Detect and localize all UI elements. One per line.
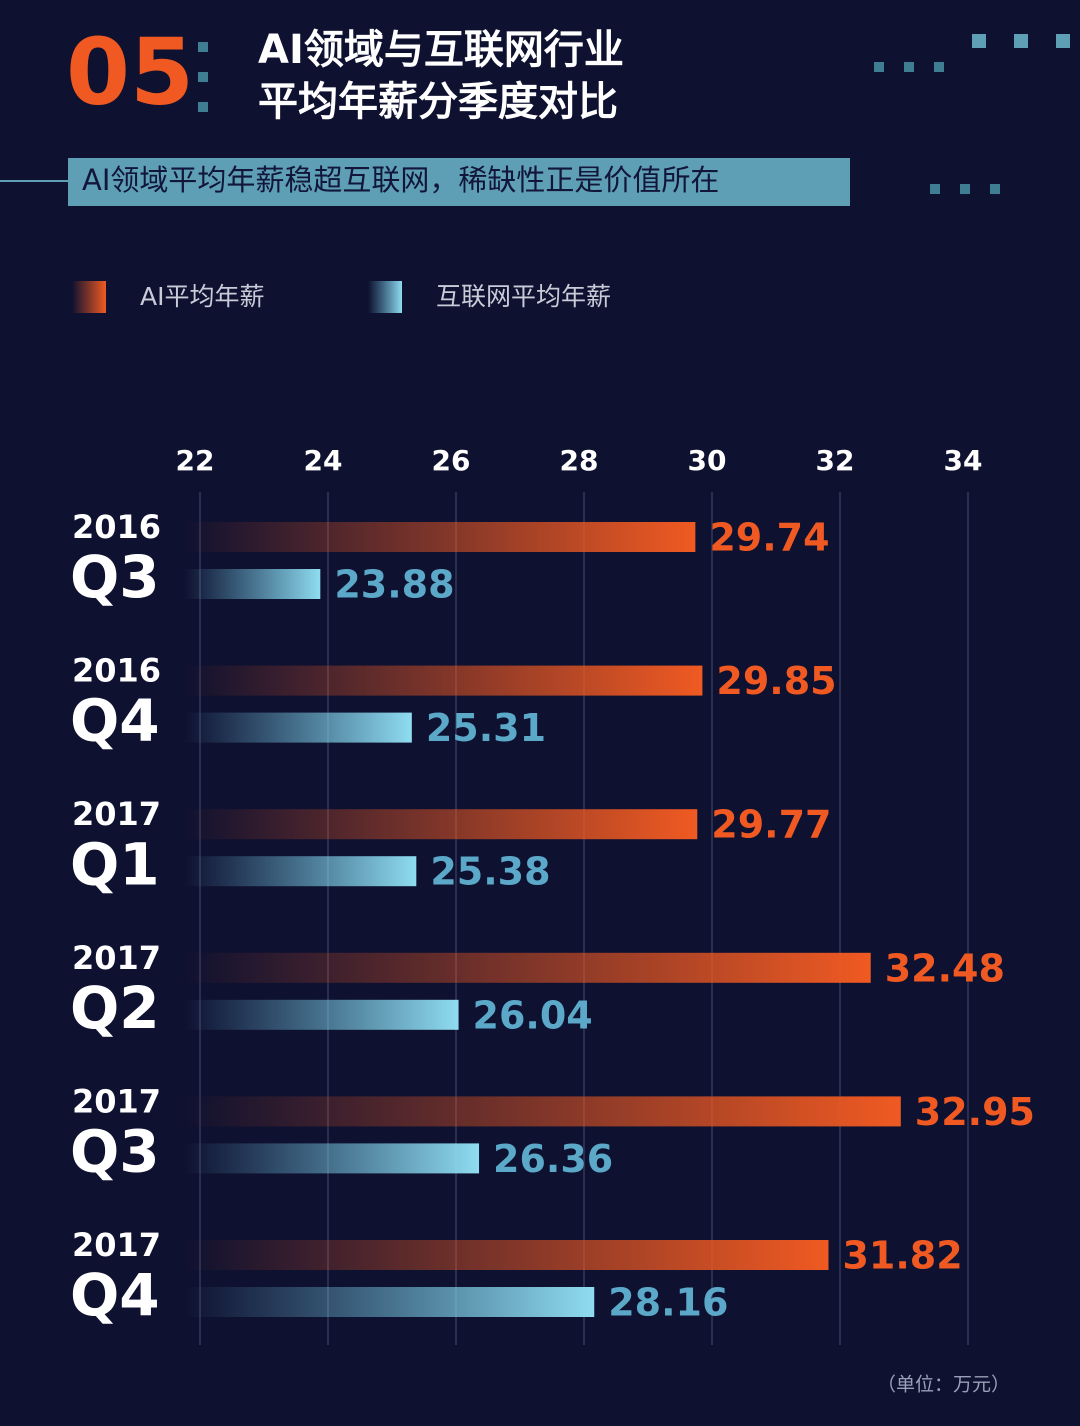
- value-label: 26.04: [473, 993, 593, 1037]
- value-label: 32.48: [885, 946, 1005, 990]
- bar: [184, 1096, 901, 1127]
- category-quarter: Q4: [70, 1261, 160, 1329]
- category-year: 2016: [72, 508, 161, 546]
- bar: [184, 1240, 829, 1270]
- bar: [184, 999, 459, 1030]
- bar: [184, 856, 417, 887]
- subtitle: AI领域平均年薪稳超互联网，稀缺性正是价值所在: [82, 163, 719, 197]
- value-label: 25.31: [426, 706, 546, 750]
- category-year: 2017: [72, 1082, 161, 1120]
- x-tick-label: 22: [176, 444, 215, 477]
- unit-note: （单位：万元）: [877, 1374, 1010, 1396]
- bar: [184, 809, 698, 840]
- category-quarter: Q2: [70, 974, 160, 1042]
- category-year: 2017: [72, 1226, 161, 1264]
- category-quarter: Q4: [70, 687, 160, 755]
- legend-label: 互联网平均年薪: [436, 282, 611, 311]
- bar: [184, 569, 321, 599]
- subtitle-box: [68, 158, 850, 206]
- chart-title: 平均年薪分季度对比: [258, 79, 618, 125]
- bar: [184, 712, 412, 743]
- category-year: 2016: [72, 652, 161, 690]
- value-label: 26.36: [493, 1137, 613, 1181]
- x-tick-label: 28: [560, 444, 599, 477]
- category-quarter: Q3: [70, 543, 160, 611]
- x-tick-label: 34: [944, 444, 983, 477]
- category-year: 2017: [72, 939, 161, 977]
- x-tick-label: 24: [304, 444, 343, 477]
- x-tick-label: 32: [816, 444, 855, 477]
- category-quarter: Q3: [70, 1118, 160, 1186]
- bar: [184, 1287, 595, 1317]
- value-label: 29.74: [709, 516, 829, 560]
- value-label: 23.88: [334, 563, 454, 607]
- bar: [184, 952, 871, 983]
- chart-title: AI领域与互联网行业: [258, 27, 624, 73]
- category-quarter: Q1: [70, 830, 160, 898]
- x-tick-label: 26: [432, 444, 471, 477]
- value-label: 32.95: [915, 1090, 1035, 1134]
- legend-swatch: [72, 281, 106, 313]
- value-label: 29.77: [711, 803, 831, 847]
- value-label: 28.16: [608, 1281, 728, 1325]
- x-tick-label: 30: [688, 444, 727, 477]
- legend-swatch: [368, 281, 402, 313]
- bar: [184, 1143, 480, 1174]
- value-label: 29.85: [716, 659, 836, 703]
- value-label: 25.38: [430, 850, 550, 894]
- bar: [184, 522, 696, 552]
- bar: [184, 665, 703, 696]
- legend-label: AI平均年薪: [140, 282, 264, 311]
- section-number: 05: [66, 18, 194, 125]
- value-label: 31.82: [842, 1234, 962, 1278]
- category-year: 2017: [72, 795, 161, 833]
- decoration: [198, 34, 1070, 194]
